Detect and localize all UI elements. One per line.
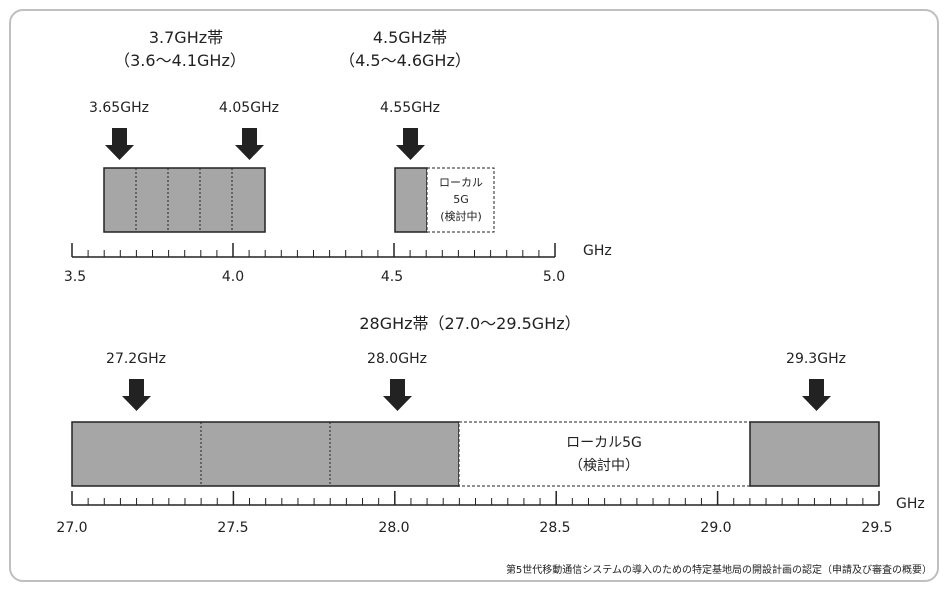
tick-label: 5.0 [543, 269, 565, 285]
down-arrow-icon [802, 379, 831, 411]
band-37-title: 3.7GHz帯 [149, 28, 223, 47]
frequency-axis-bottom [71, 491, 880, 506]
band-28-assigned-block-left [71, 421, 460, 487]
down-arrow-icon [235, 128, 264, 160]
band-45-range: （4.5～4.6GHz） [339, 51, 471, 70]
arrow-label-455: 4.55GHz [380, 100, 440, 116]
band-28-title: 28GHz帯（27.0～29.5GHz） [359, 314, 580, 333]
band-28-local5g-line1: ローカル5G [566, 435, 642, 451]
tick-label: 4.5 [381, 269, 403, 285]
arrow-label-293: 29.3GHz [786, 351, 846, 367]
band-45-assigned-block [394, 167, 428, 233]
band-37-assigned-block [103, 167, 266, 233]
down-arrow-icon [122, 379, 151, 411]
tick-label: 27.5 [217, 520, 248, 536]
band-28-local5g-line2: （検討中） [569, 458, 639, 474]
axis-top-unit: GHz [583, 243, 612, 259]
arrow-label-405: 4.05GHz [219, 100, 279, 116]
tick-label: 28.5 [539, 520, 570, 536]
band-37-range: （3.6～4.1GHz） [114, 51, 246, 70]
tick-label: 4.0 [222, 269, 244, 285]
band-28-assigned-block-right [749, 421, 880, 487]
band-45-title: 4.5GHz帯 [373, 28, 447, 47]
down-arrow-icon [383, 379, 412, 411]
band-28-dividers [200, 422, 331, 486]
band-45-local5g-line1: ローカル [439, 176, 483, 189]
tick-label: 28.0 [378, 520, 409, 536]
band-45-local5g-block [426, 167, 495, 233]
band-45-local5g-line3: (検討中) [440, 209, 482, 223]
source-caption: 第5世代移動通信システムの導入のための特定基地局の開設計画の認定（申請及び審査の… [506, 563, 932, 576]
arrow-label-272: 27.2GHz [106, 351, 166, 367]
band-45-local5g-line2: 5G [453, 193, 469, 206]
band-28-local5g-block [458, 421, 751, 487]
arrow-label-365: 3.65GHz [89, 100, 149, 116]
band-37-dividers [135, 168, 233, 232]
arrow-label-280: 28.0GHz [367, 351, 427, 367]
tick-label: 29.0 [700, 520, 731, 536]
frequency-axis-top [71, 243, 556, 258]
down-arrow-icon [105, 128, 134, 160]
down-arrow-icon [396, 128, 425, 160]
tick-label: 27.0 [56, 520, 87, 536]
tick-label: 3.5 [64, 269, 86, 285]
tick-label: 29.5 [861, 520, 892, 536]
axis-bottom-unit: GHz [896, 496, 925, 512]
